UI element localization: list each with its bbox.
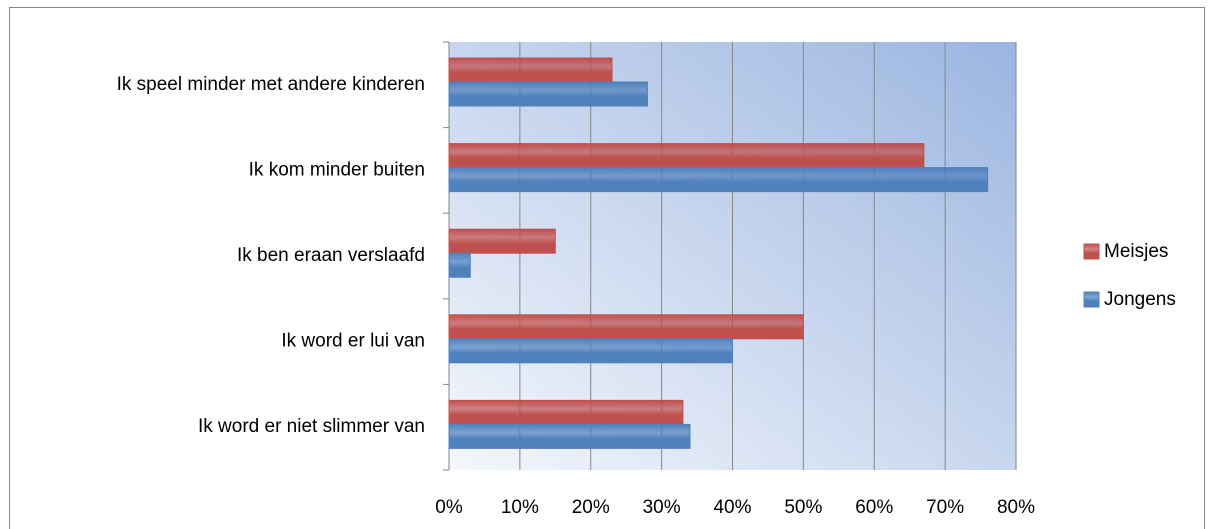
legend-swatch — [1083, 291, 1100, 308]
bar — [448, 57, 613, 83]
x-tick-label: 80% — [997, 497, 1035, 518]
legend-label: Meisjes — [1104, 241, 1168, 262]
bar — [448, 314, 804, 340]
legend-label: Jongens — [1104, 289, 1176, 310]
bar — [448, 143, 925, 169]
y-tick-label: Ik ben eraan verslaafd — [237, 245, 425, 266]
x-tick-label: 10% — [501, 497, 539, 518]
bar — [448, 81, 648, 107]
bar — [448, 338, 733, 364]
y-tick-label: Ik speel minder met andere kinderen — [117, 74, 425, 95]
bar — [448, 167, 989, 193]
bar — [448, 252, 471, 278]
bar — [448, 399, 684, 425]
x-tick-label: 70% — [926, 497, 964, 518]
x-tick-label: 50% — [784, 497, 822, 518]
bar — [448, 228, 556, 254]
y-tick-label: Ik word er niet slimmer van — [198, 416, 425, 437]
x-tick-label: 60% — [855, 497, 893, 518]
y-tick-label: Ik kom minder buiten — [249, 159, 425, 180]
bar — [448, 423, 691, 449]
x-tick-label: 30% — [643, 497, 681, 518]
x-tick-label: 20% — [572, 497, 610, 518]
x-tick-label: 0% — [435, 497, 463, 518]
y-tick-label: Ik word er lui van — [281, 331, 425, 352]
legend-swatch — [1083, 243, 1100, 260]
x-tick-label: 40% — [713, 497, 751, 518]
